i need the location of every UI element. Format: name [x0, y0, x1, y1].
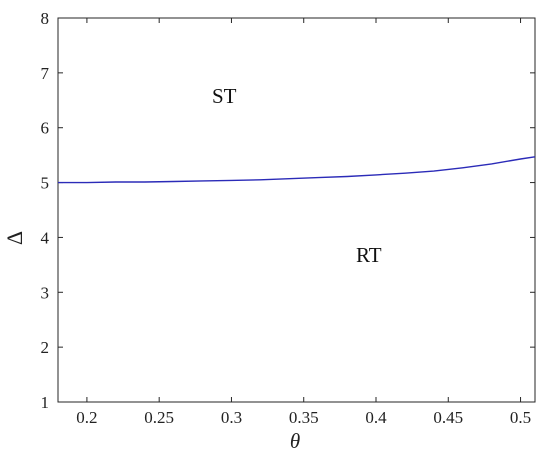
x-tick-label: 0.2	[76, 408, 97, 427]
x-axis-label: θ	[290, 429, 300, 453]
x-tick-label: 0.3	[221, 408, 242, 427]
plot-frame	[57, 17, 536, 403]
y-axis-label: Δ	[2, 231, 27, 245]
y-tick-label: 6	[41, 119, 50, 138]
x-tick-label: 0.4	[365, 408, 387, 427]
y-tick-label: 2	[41, 338, 50, 357]
region-label-rt: RT	[356, 243, 382, 267]
y-tick-label: 8	[41, 9, 50, 28]
region-label-st: ST	[212, 84, 237, 108]
y-tick-label: 3	[41, 283, 50, 302]
y-tick-label: 4	[41, 228, 50, 247]
y-tick-label: 5	[41, 174, 50, 193]
series-line	[58, 156, 536, 184]
y-tick-label: 1	[41, 393, 50, 412]
x-tick-label: 0.5	[510, 408, 531, 427]
x-tick-label: 0.25	[144, 408, 174, 427]
x-tick-label: 0.35	[289, 408, 319, 427]
x-tick-label: 0.45	[433, 408, 463, 427]
y-tick-label: 7	[41, 64, 50, 83]
plot-area: 1 2 3 4 5 6 7 8 0.2 0.25 0.3 0.35 0.4 0.45 0.5 ST RT	[41, 9, 536, 427]
